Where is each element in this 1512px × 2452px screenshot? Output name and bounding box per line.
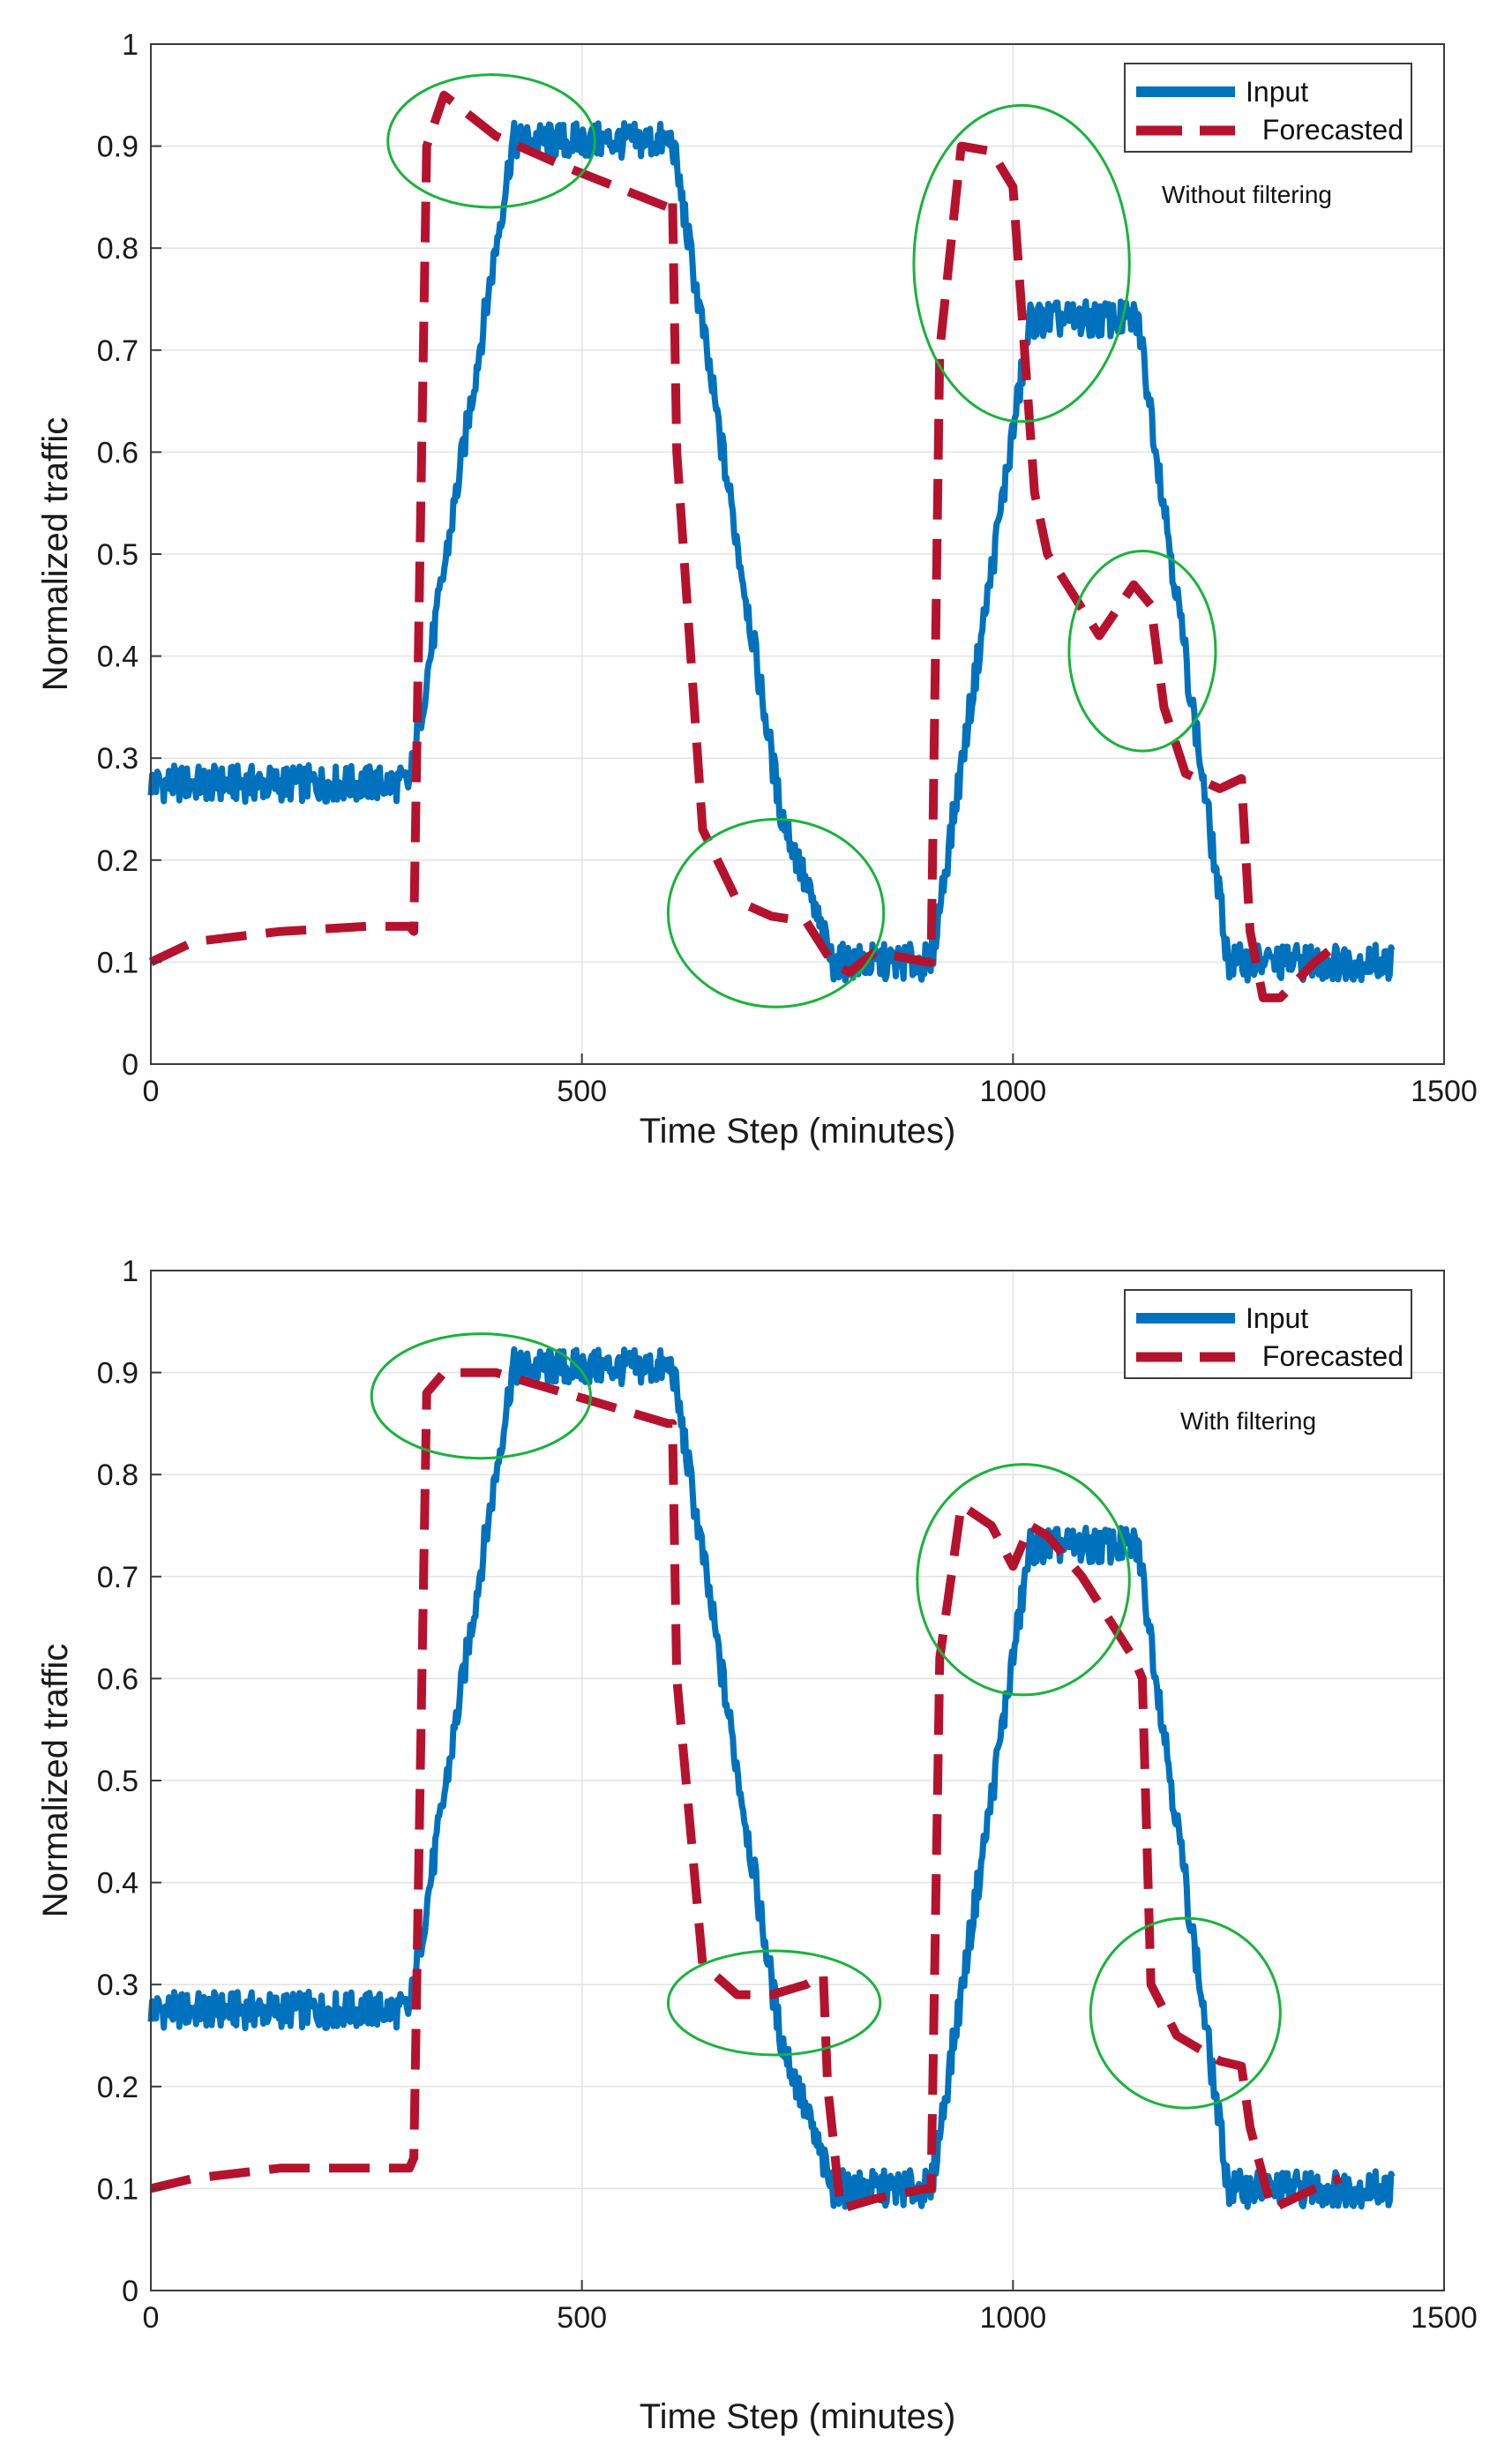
y-tick-label: 0.6: [97, 436, 138, 469]
legend-forecast-label: Forecasted: [1262, 114, 1403, 146]
chart-panel-top: 0 500 1000 1500 0 0.1 0.2 0.3 0.4 0.5 0.6 0.7 0.8 0.…: [36, 28, 1478, 1151]
x-tick-label: 1500: [1411, 2301, 1478, 2335]
legend: Input Forecasted: [1124, 63, 1412, 153]
x-axis-label: Time Step (minutes): [640, 1112, 956, 1151]
forecast-series-line: [148, 90, 1344, 1002]
y-axis-label: Normalized traffic: [36, 1644, 75, 1917]
y-tick-label: 0: [122, 1048, 138, 1082]
chart-svg-bottom: 0 500 1000 1500 0 0.1 0.2 0.3 0.4 0.5 0.6 0.7 0.8 0.…: [36, 1255, 1478, 2436]
y-tick-label: 0: [122, 2275, 138, 2308]
grid: [151, 44, 1444, 1064]
grid: [151, 1271, 1444, 2291]
x-ticks: 0 500 1000 1500: [143, 2280, 1478, 2335]
x-ticks: 0 500 1000 1500: [143, 1054, 1478, 1108]
y-tick-label: 0.5: [97, 538, 138, 572]
chart-panel-bottom: 0 500 1000 1500 0 0.1 0.2 0.3 0.4 0.5 0.6 0.7 0.8 0.…: [0, 1226, 1512, 2452]
y-tick-label: 0.5: [97, 1765, 138, 1798]
legend-forecast-label: Forecasted: [1262, 1340, 1403, 1372]
legend-input-label: Input: [1246, 1302, 1308, 1334]
y-tick-label: 0.7: [97, 334, 138, 368]
axes-layer: 0 500 1000 1500 0 0.1 0.2 0.3 0.4 0.5 0.6 0.7 0.8 0.…: [36, 28, 1478, 1151]
highlight-layer: [370, 1332, 1282, 2110]
highlight-ellipse: [912, 103, 1131, 424]
highlight-ellipse: [666, 1949, 882, 2057]
y-tick-label: 0.3: [97, 1968, 138, 2002]
x-tick-label: 0: [143, 2301, 160, 2335]
highlight-ellipse: [666, 818, 886, 1009]
filter-annotation: With filtering: [1180, 1407, 1316, 1435]
y-tick-label: 0.8: [97, 232, 138, 266]
x-tick-label: 500: [557, 1075, 607, 1108]
highlight-ellipse: [916, 1463, 1131, 1697]
filter-annotation: Without filtering: [1162, 181, 1332, 208]
x-tick-label: 1500: [1411, 1075, 1478, 1108]
input-series-line: [147, 1346, 1396, 2210]
y-ticks: 0 0.1 0.2 0.3 0.4 0.5 0.6 0.7 0.8 0.9 1: [97, 28, 161, 1082]
highlight-layer: [386, 73, 1217, 1009]
legend: Input Forecasted: [1124, 1289, 1412, 1379]
data-layer: [147, 1346, 1396, 2214]
x-tick-label: 500: [557, 2301, 607, 2335]
highlight-ellipse: [386, 73, 596, 209]
y-tick-label: 1: [122, 1255, 138, 1288]
legend-input-label: Input: [1246, 76, 1308, 108]
y-tick-label: 0.7: [97, 1561, 138, 1594]
y-tick-label: 0.1: [97, 2172, 138, 2206]
y-tick-label: 0.4: [97, 641, 138, 674]
y-tick-label: 0.8: [97, 1458, 138, 1492]
y-tick-label: 0.6: [97, 1662, 138, 1696]
legend-box: [1124, 63, 1412, 153]
y-ticks: 0 0.1 0.2 0.3 0.4 0.5 0.6 0.7 0.8 0.9 1: [97, 1255, 161, 2308]
data-layer: [147, 90, 1396, 1002]
y-tick-label: 0.9: [97, 131, 138, 164]
input-series-line: [147, 119, 1396, 984]
highlight-ellipse: [1067, 550, 1217, 753]
axes-layer: 0 500 1000 1500 0 0.1 0.2 0.3 0.4 0.5 0.6 0.7 0.8 0.…: [36, 1255, 1478, 2436]
x-tick-label: 0: [143, 1075, 160, 1108]
y-tick-label: 0.2: [97, 844, 138, 878]
highlight-ellipse: [1089, 1916, 1282, 2110]
y-axis-label: Normalized traffic: [36, 417, 75, 691]
y-tick-label: 0.9: [97, 1357, 138, 1391]
chart-svg-top: 0 500 1000 1500 0 0.1 0.2 0.3 0.4 0.5 0.6 0.7 0.8 0.…: [36, 28, 1478, 1151]
y-tick-label: 0.3: [97, 742, 138, 776]
x-tick-label: 1000: [980, 2301, 1047, 2335]
y-tick-label: 0.4: [97, 1867, 138, 1901]
y-tick-label: 1: [122, 28, 138, 62]
forecast-series-line: [149, 1368, 1343, 2214]
highlight-ellipse: [370, 1332, 592, 1460]
x-tick-label: 1000: [980, 1075, 1047, 1108]
x-axis-label: Time Step (minutes): [640, 2397, 956, 2436]
y-tick-label: 0.2: [97, 2071, 138, 2104]
y-tick-label: 0.1: [97, 946, 138, 979]
legend-box: [1124, 1289, 1412, 1379]
